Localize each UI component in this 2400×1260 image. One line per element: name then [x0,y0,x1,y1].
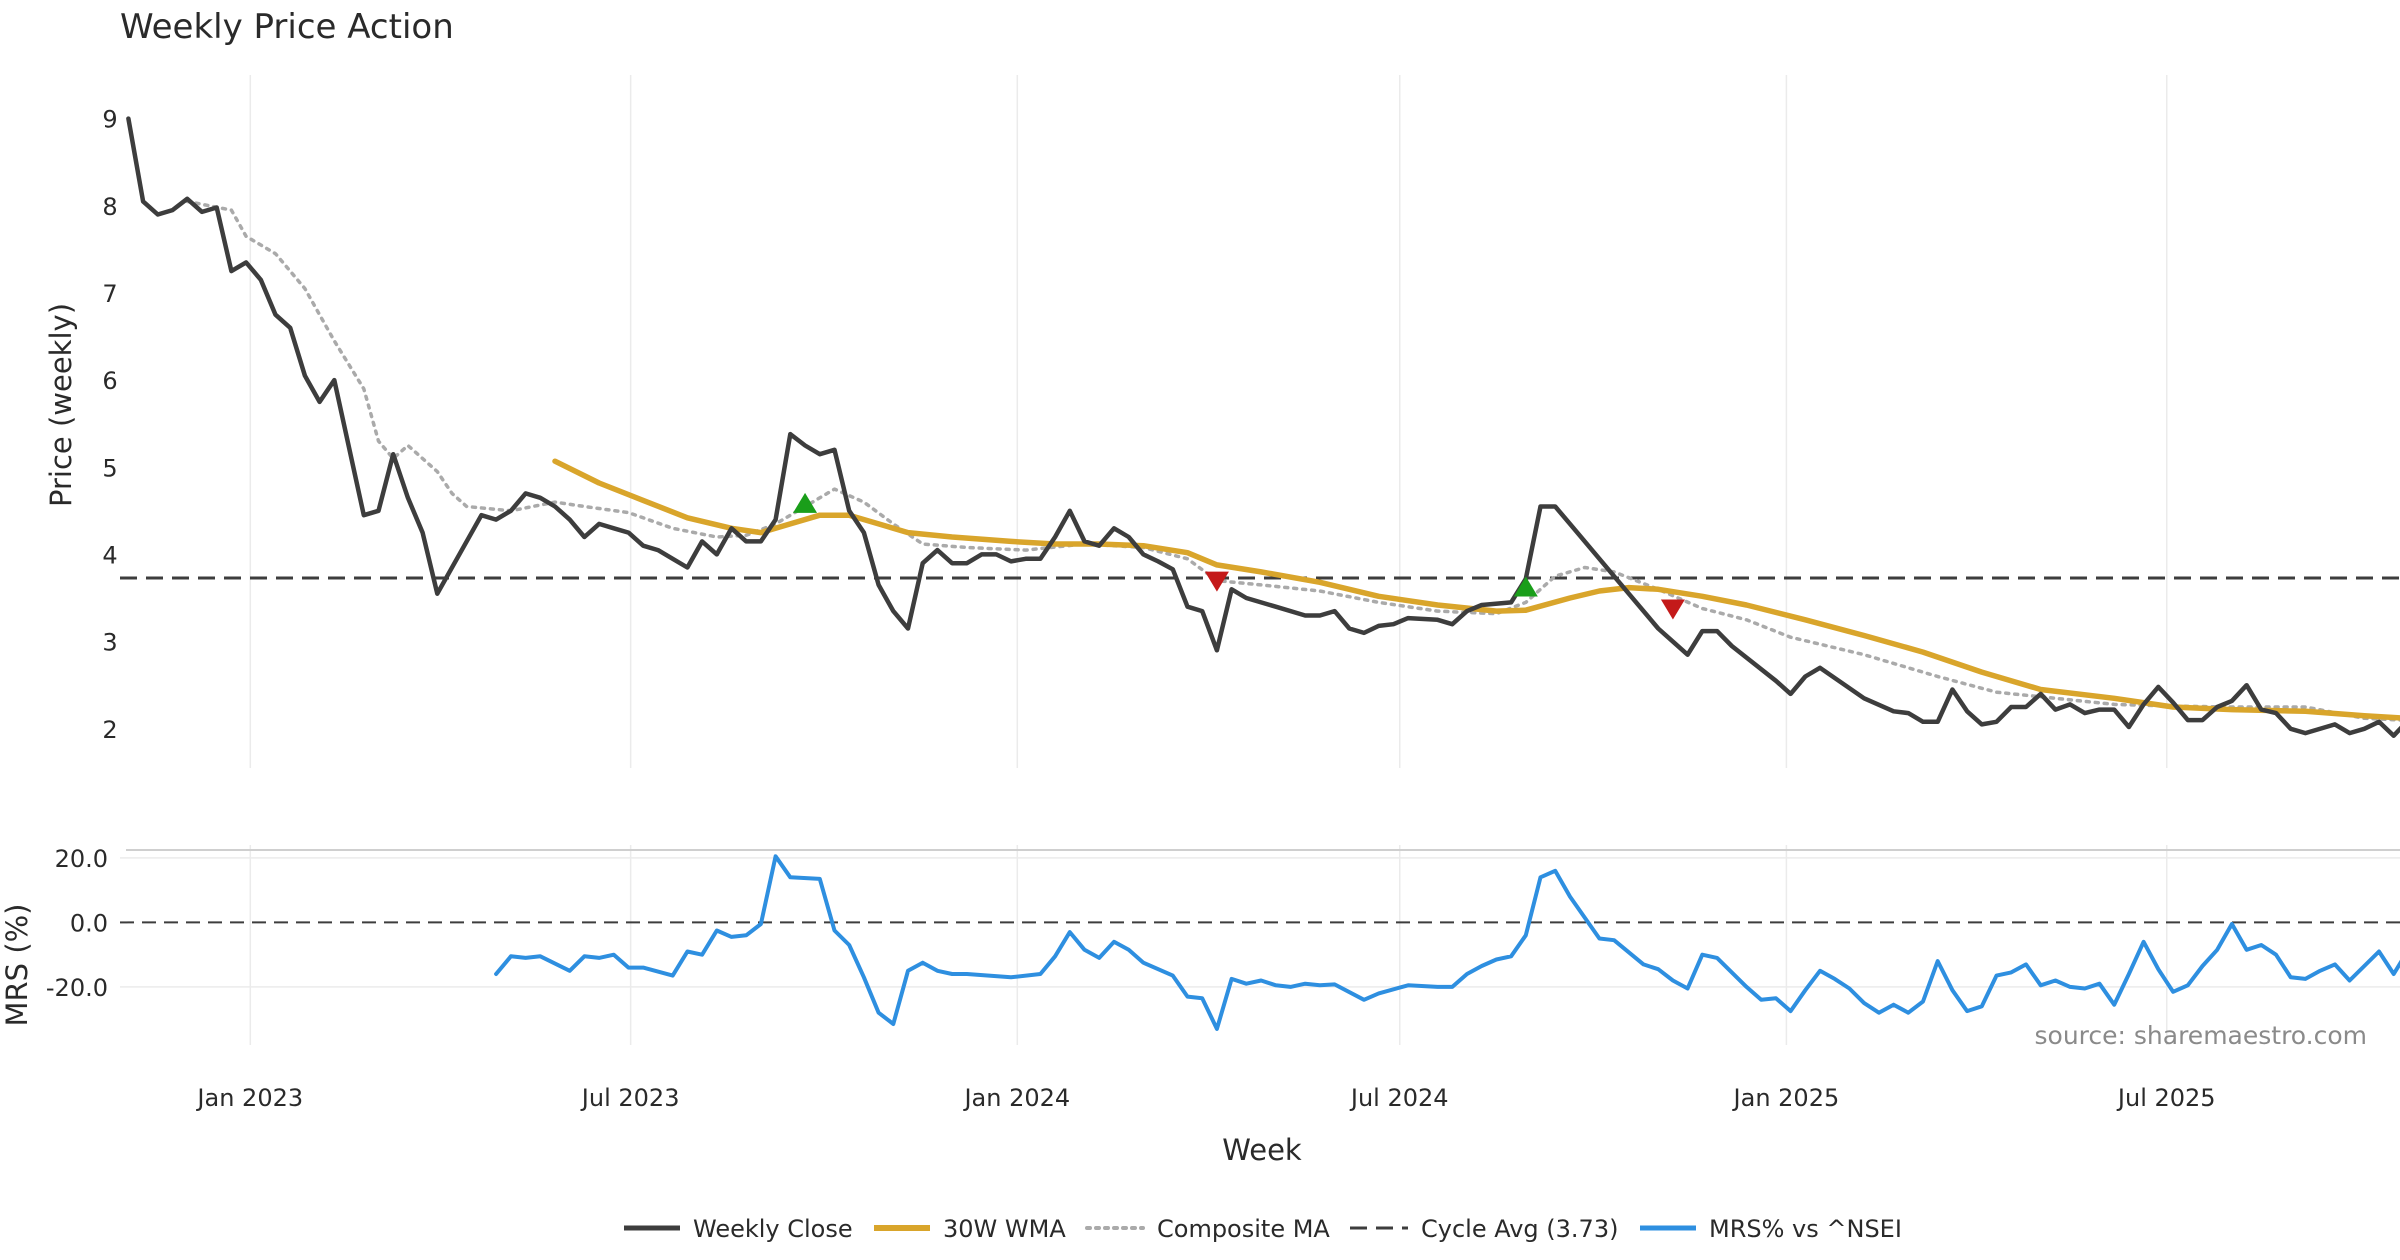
sell-signal-marker [1660,599,1685,620]
legend-label-30w-wma: 30W WMA [943,1215,1066,1243]
sell-signal-marker [1204,571,1229,592]
mrs-axis-label: MRS (%) [0,904,34,1027]
tick-labels: Jan 2023 Jul 2023 Jan 2024 Jul 2024 Jan 2025… [46,106,2216,1112]
price-y-tick-label: 3 [102,629,117,657]
reference-lines [120,576,2400,924]
grid [120,75,2400,1045]
mrs-y-tick-label: 0.0 [70,909,108,937]
price-y-tick-label: 4 [102,541,117,569]
price-y-tick-label: 7 [102,280,117,308]
x-axis-label: Week [1222,1133,1302,1167]
buy-signal-marker [1513,576,1538,597]
chart-title: Weekly Price Action [120,7,454,47]
price-y-tick-label: 8 [102,193,117,221]
mrs-y-tick-label: 20.0 [55,845,108,873]
legend-label-composite-ma: Composite MA [1157,1215,1330,1243]
x-tick-label: Jul 2024 [1349,1084,1449,1112]
price-y-tick-label: 6 [102,367,117,395]
series-mrs [494,854,2400,1031]
x-tick-label: Jan 2023 [195,1084,303,1112]
price-y-tick-label: 2 [102,716,117,744]
x-tick-label: Jul 2025 [2116,1084,2216,1112]
price-y-tick-label: 5 [102,454,117,482]
buy-signal-marker [793,492,818,513]
x-tick-label: Jan 2025 [1732,1084,1840,1112]
mrs-y-tick-label: -20.0 [46,974,108,1002]
series-30w-wma [552,458,2400,721]
signal-markers [793,492,1685,620]
price-y-tick-label: 9 [102,106,117,134]
x-tick-label: Jan 2024 [962,1084,1070,1112]
legend: Weekly Close 30W WMA Composite MA Cycle … [624,1215,1902,1243]
legend-label-cycle-avg: Cycle Avg (3.73) [1421,1215,1618,1243]
legend-label-mrs: MRS% vs ^NSEI [1709,1215,1902,1243]
series-lines [126,116,2400,1031]
x-tick-label: Jul 2023 [580,1084,680,1112]
source-note: source: sharemaestro.com [2035,1021,2368,1050]
series-composite-ma [185,199,2400,722]
series-weekly-close [126,116,2400,738]
price-axis-label: Price (weekly) [44,303,78,507]
legend-label-weekly-close: Weekly Close [693,1215,853,1243]
